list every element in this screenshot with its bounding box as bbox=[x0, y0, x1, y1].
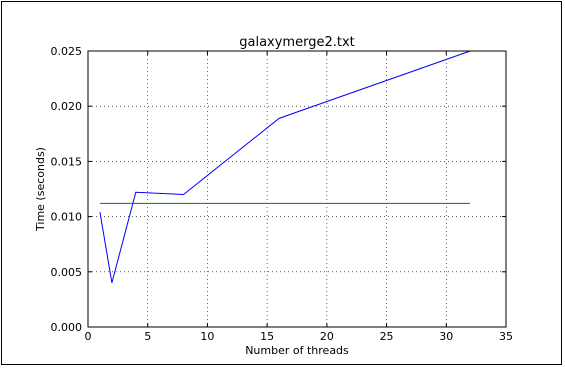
chart-title: galaxymerge2.txt bbox=[239, 35, 355, 50]
x-tick-label: 30 bbox=[439, 330, 453, 343]
x-tick-label: 25 bbox=[380, 330, 394, 343]
x-tick-label: 35 bbox=[499, 330, 513, 343]
plot-area-frame bbox=[87, 50, 507, 328]
x-axis-label: Number of threads bbox=[245, 344, 349, 357]
x-tick-label: 10 bbox=[200, 330, 214, 343]
axis-ticks: 0 5 10 15 20 25 30 35 0.000 0.005 0.010 0.015 0.020 0… bbox=[51, 45, 514, 343]
y-tick-label: 0.010 bbox=[51, 211, 83, 224]
x-tick-label: 15 bbox=[260, 330, 274, 343]
y-axis-label: Time (seconds) bbox=[34, 147, 47, 232]
x-tick-label: 5 bbox=[144, 330, 151, 343]
y-tick-label: 0.015 bbox=[51, 155, 83, 168]
series-line-1 bbox=[99, 50, 471, 283]
y-tick-label: 0.020 bbox=[51, 100, 83, 113]
grid-lines bbox=[88, 51, 506, 327]
y-tick-label: 0.000 bbox=[51, 321, 83, 334]
x-tick-label: 0 bbox=[85, 330, 92, 343]
y-tick-label: 0.005 bbox=[51, 266, 83, 279]
y-tick-label: 0.025 bbox=[51, 45, 83, 58]
series-lines bbox=[99, 50, 471, 283]
x-tick-label: 20 bbox=[320, 330, 334, 343]
